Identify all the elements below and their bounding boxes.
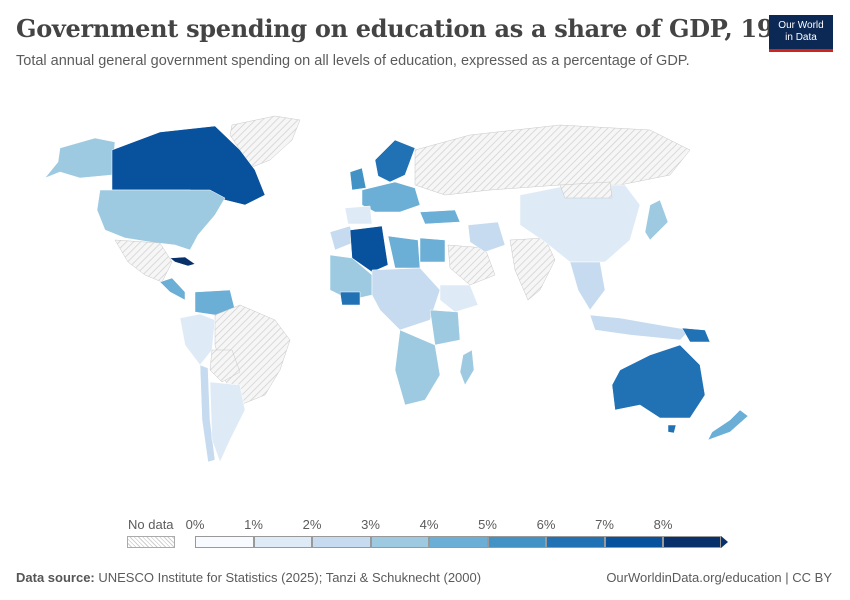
map-region-japan[interactable] xyxy=(644,199,669,241)
data-source-label: Data source: xyxy=(16,570,95,585)
legend-bin-4[interactable] xyxy=(429,536,488,548)
legend-tick-label: 5% xyxy=(478,517,497,532)
legend-bin-2[interactable] xyxy=(312,536,371,548)
map-region-argentina[interactable] xyxy=(209,381,246,463)
map-region-greenland[interactable] xyxy=(229,115,301,169)
map-region-chile[interactable] xyxy=(199,364,216,463)
legend-tick-label: 1% xyxy=(244,517,263,532)
map-region-central-africa[interactable] xyxy=(371,267,441,331)
map-region-western-europe[interactable] xyxy=(361,181,421,213)
chart-subtitle: Total annual general government spending… xyxy=(16,53,690,69)
map-region-southeast-asia[interactable] xyxy=(569,261,606,311)
map-region-united-states[interactable] xyxy=(96,189,226,251)
logo-line-2: in Data xyxy=(785,32,817,43)
data-source-text[interactable]: UNESCO Institute for Statistics (2025); … xyxy=(94,570,482,585)
map-region-central-america[interactable] xyxy=(159,277,186,301)
map-region-ethiopia[interactable] xyxy=(439,284,479,313)
map-region-indonesia[interactable] xyxy=(589,314,691,341)
map-region-egypt[interactable] xyxy=(419,237,446,263)
data-source: Data source: UNESCO Institute for Statis… xyxy=(16,570,481,585)
legend-tick-label: 7% xyxy=(595,517,614,532)
legend-bin-6[interactable] xyxy=(546,536,605,548)
legend-bin-0[interactable] xyxy=(195,536,254,548)
legend-no-data-label: No data xyxy=(128,517,174,532)
legend-bin-3[interactable] xyxy=(370,536,429,548)
map-region-east-africa[interactable] xyxy=(429,309,461,346)
owid-logo[interactable]: Our World in Data xyxy=(769,15,833,52)
map-region-libya[interactable] xyxy=(387,235,421,269)
map-region-peru[interactable] xyxy=(179,313,216,366)
map-region-algeria[interactable] xyxy=(349,225,389,273)
map-region-papua-new-guinea[interactable] xyxy=(681,327,711,343)
map-region-ivory-coast[interactable] xyxy=(339,291,361,306)
map-region-tasmania[interactable] xyxy=(667,424,677,434)
legend-tick-label: 4% xyxy=(419,517,439,532)
legend-bin-5[interactable] xyxy=(487,536,546,548)
map-region-india[interactable] xyxy=(509,237,556,301)
legend-bin-8[interactable] xyxy=(663,536,721,548)
legend-tick-label: 2% xyxy=(302,517,322,532)
map-region-iran[interactable] xyxy=(467,221,506,253)
map-region-mongolia[interactable] xyxy=(559,181,613,199)
chart-title: Government spending on education as a sh… xyxy=(16,14,807,43)
legend-tick-label: 0% xyxy=(185,517,205,532)
legend-bin-1[interactable] xyxy=(253,536,312,548)
map-region-cuba[interactable] xyxy=(169,256,196,267)
legend-no-data-swatch[interactable] xyxy=(127,536,175,548)
legend-tick-label: 6% xyxy=(536,517,556,532)
map-region-scandinavia[interactable] xyxy=(374,139,416,183)
map-region-bolivia[interactable] xyxy=(209,349,241,383)
map-region-uk[interactable] xyxy=(349,167,367,191)
map-region-turkey[interactable] xyxy=(419,209,461,225)
legend-bin-7[interactable] xyxy=(604,536,663,548)
map-region-southern-africa[interactable] xyxy=(394,329,441,406)
map-region-madagascar[interactable] xyxy=(459,349,475,386)
map-region-australia[interactable] xyxy=(611,344,706,419)
map-region-russia[interactable] xyxy=(414,124,691,196)
legend-arrow-icon xyxy=(721,536,728,548)
legend-tick-label: 8% xyxy=(653,517,673,532)
legend-tick-label: 3% xyxy=(361,517,380,532)
logo-line-1: Our World xyxy=(778,20,824,31)
map-region-new-zealand[interactable] xyxy=(707,409,749,441)
world-map[interactable] xyxy=(0,100,850,510)
map-region-alaska[interactable] xyxy=(44,137,116,179)
footer-credit-link[interactable]: OurWorldinData.org/education | CC BY xyxy=(606,570,832,585)
map-region-mexico[interactable] xyxy=(114,239,173,283)
map-region-iberia[interactable] xyxy=(344,205,373,225)
